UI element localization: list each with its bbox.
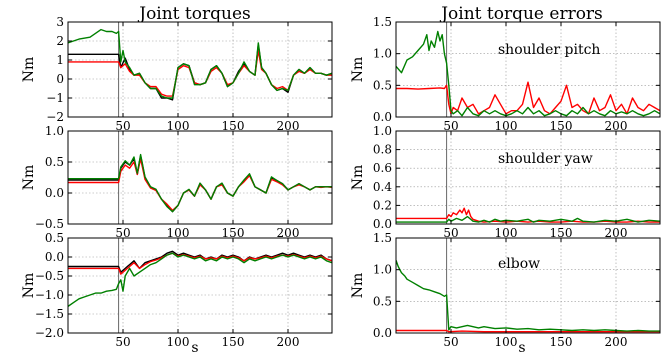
x-tick-label: 200 xyxy=(605,119,628,133)
series-line xyxy=(396,215,660,223)
x-tick-label: 100 xyxy=(167,119,190,133)
x-tick-label: 150 xyxy=(550,335,573,349)
plot-frame xyxy=(67,21,333,118)
y-tick-label: 1.5 xyxy=(373,15,392,29)
left-torque-panel-2: −0.5 0.0 0.5 1.0 50 100 150 200 Nm xyxy=(21,124,333,240)
left-torque-panel-1: −2 −1 0 1 2 3 50 100 150 200 Nm xyxy=(21,15,333,133)
y-axis-label: Nm xyxy=(350,57,366,83)
x-tick-label: 200 xyxy=(605,226,628,240)
x-tick-label: 50 xyxy=(115,119,130,133)
series-line xyxy=(396,259,660,332)
x-tick-label: 100 xyxy=(495,119,518,133)
x-tick-label: 50 xyxy=(443,119,458,133)
y-tick-label: 0 xyxy=(56,72,64,86)
series-line xyxy=(396,81,660,115)
right-column-title: Joint torque errors xyxy=(439,4,603,24)
plot-frame xyxy=(67,130,333,225)
series-line xyxy=(68,153,332,213)
x-tick-label: 50 xyxy=(443,335,458,349)
series-line xyxy=(68,44,332,101)
right-error-panel-shoulder-pitch: 0.0 0.5 1.0 1.5 50 100 150 200 Nm shoulder pitch xyxy=(350,15,661,133)
plot-frame xyxy=(395,130,661,225)
right-error-panel-shoulder-yaw: 0.0 0.2 0.4 0.6 0.8 1.0 50 100 150 200 Nm shoulder … xyxy=(350,124,661,240)
x-tick-label: 200 xyxy=(277,226,300,240)
y-axis-label: Nm xyxy=(21,273,37,299)
x-tick-label: 150 xyxy=(222,335,245,349)
x-tick-label: 150 xyxy=(550,226,573,240)
y-tick-label: −2.0 xyxy=(35,326,64,340)
y-tick-label: 0.5 xyxy=(373,294,392,308)
y-tick-label: 1 xyxy=(56,53,64,67)
x-tick-label: 200 xyxy=(605,335,628,349)
y-tick-label: −0.5 xyxy=(35,217,64,231)
y-tick-label: 0.0 xyxy=(45,250,64,264)
y-tick-label: 0.5 xyxy=(45,155,64,169)
y-tick-label: 0.2 xyxy=(373,198,392,212)
y-tick-label: 3 xyxy=(56,15,64,29)
y-tick-label: 0.0 xyxy=(45,186,64,200)
x-tick-label: 100 xyxy=(167,335,190,349)
left-torque-panel-3: −2.0 −1.5 −1.0 −0.5 0.0 0.5 50 100 150 200 Nm xyxy=(21,231,333,349)
x-tick-label: 200 xyxy=(277,335,300,349)
y-axis-label: Nm xyxy=(21,165,37,191)
x-tick-label: 100 xyxy=(495,226,518,240)
x-tick-label: 50 xyxy=(115,226,130,240)
series-line xyxy=(396,30,660,117)
y-tick-label: −1 xyxy=(46,91,64,105)
x-tick-label: 150 xyxy=(222,226,245,240)
joint-name-label: shoulder yaw xyxy=(498,151,593,167)
plot-frame xyxy=(67,237,333,334)
y-tick-label: 1.0 xyxy=(373,263,392,277)
right-error-panel-elbow: 0.0 0.5 1.0 1.5 50 100 150 200 Nm elbow xyxy=(350,231,661,349)
joint-name-label: elbow xyxy=(498,256,540,272)
joint-name-label: shoulder pitch xyxy=(498,42,600,58)
y-tick-label: 2 xyxy=(56,34,64,48)
y-tick-label: 0.0 xyxy=(373,217,392,231)
x-tick-label: 50 xyxy=(443,226,458,240)
y-tick-label: 1.0 xyxy=(45,124,64,138)
y-axis-label: Nm xyxy=(350,165,366,191)
x-tick-label: 150 xyxy=(222,119,245,133)
series-line xyxy=(68,49,332,97)
y-tick-label: 0.5 xyxy=(373,78,392,92)
y-tick-label: 0.5 xyxy=(45,231,64,245)
y-tick-label: 0.0 xyxy=(373,110,392,124)
y-tick-label: −2 xyxy=(46,110,64,124)
y-tick-label: 0.6 xyxy=(373,161,392,175)
plot-frame xyxy=(395,237,661,334)
y-tick-label: 0.8 xyxy=(373,143,392,157)
x-tick-label: 200 xyxy=(277,119,300,133)
y-tick-label: −1.5 xyxy=(35,307,64,321)
y-tick-label: 1.0 xyxy=(373,124,392,138)
y-tick-label: −1.0 xyxy=(35,288,64,302)
y-tick-label: −0.5 xyxy=(35,269,64,283)
y-axis-label: Nm xyxy=(350,273,366,299)
left-column-title: Joint torques xyxy=(137,4,250,24)
plot-frame xyxy=(395,21,661,118)
x-tick-label: 100 xyxy=(167,226,190,240)
x-tick-label: 150 xyxy=(550,119,573,133)
series-line xyxy=(68,28,332,99)
x-tick-label: 100 xyxy=(495,335,518,349)
left-xlabel: s xyxy=(191,340,198,356)
y-tick-label: 0.0 xyxy=(373,326,392,340)
y-tick-label: 1.5 xyxy=(373,231,392,245)
series-line xyxy=(68,252,332,307)
right-xlabel: s xyxy=(518,340,525,356)
y-tick-label: 0.4 xyxy=(373,180,392,194)
x-tick-label: 50 xyxy=(115,335,130,349)
y-axis-label: Nm xyxy=(21,57,37,83)
y-tick-label: 1.0 xyxy=(373,47,392,61)
